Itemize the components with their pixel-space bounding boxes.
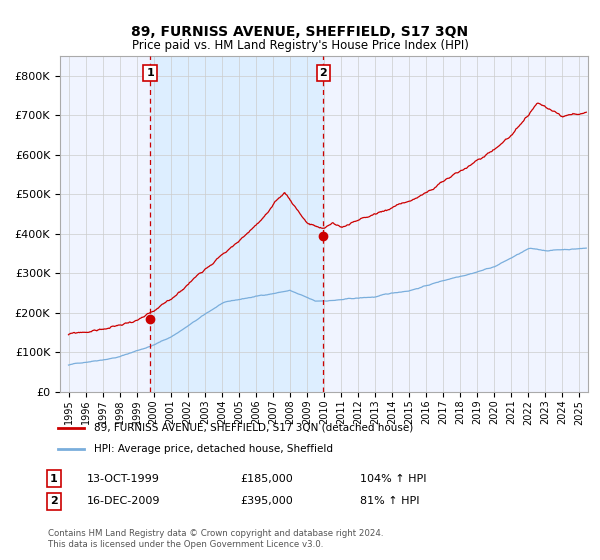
- Text: 2: 2: [319, 68, 327, 78]
- Text: HPI: Average price, detached house, Sheffield: HPI: Average price, detached house, Shef…: [94, 444, 333, 454]
- Text: £395,000: £395,000: [240, 496, 293, 506]
- Text: 2: 2: [50, 496, 58, 506]
- Text: 81% ↑ HPI: 81% ↑ HPI: [360, 496, 419, 506]
- Text: 89, FURNISS AVENUE, SHEFFIELD, S17 3QN: 89, FURNISS AVENUE, SHEFFIELD, S17 3QN: [131, 25, 469, 39]
- Text: 13-OCT-1999: 13-OCT-1999: [87, 474, 160, 484]
- Bar: [150, 56, 323, 392]
- Text: 104% ↑ HPI: 104% ↑ HPI: [360, 474, 427, 484]
- Text: Price paid vs. HM Land Registry's House Price Index (HPI): Price paid vs. HM Land Registry's House …: [131, 39, 469, 52]
- Text: 1: 1: [146, 68, 154, 78]
- Text: Contains HM Land Registry data © Crown copyright and database right 2024.
This d: Contains HM Land Registry data © Crown c…: [48, 529, 383, 549]
- Text: 89, FURNISS AVENUE, SHEFFIELD, S17 3QN (detached house): 89, FURNISS AVENUE, SHEFFIELD, S17 3QN (…: [94, 423, 413, 433]
- Text: 16-DEC-2009: 16-DEC-2009: [87, 496, 161, 506]
- Text: 1: 1: [50, 474, 58, 484]
- Text: £185,000: £185,000: [240, 474, 293, 484]
